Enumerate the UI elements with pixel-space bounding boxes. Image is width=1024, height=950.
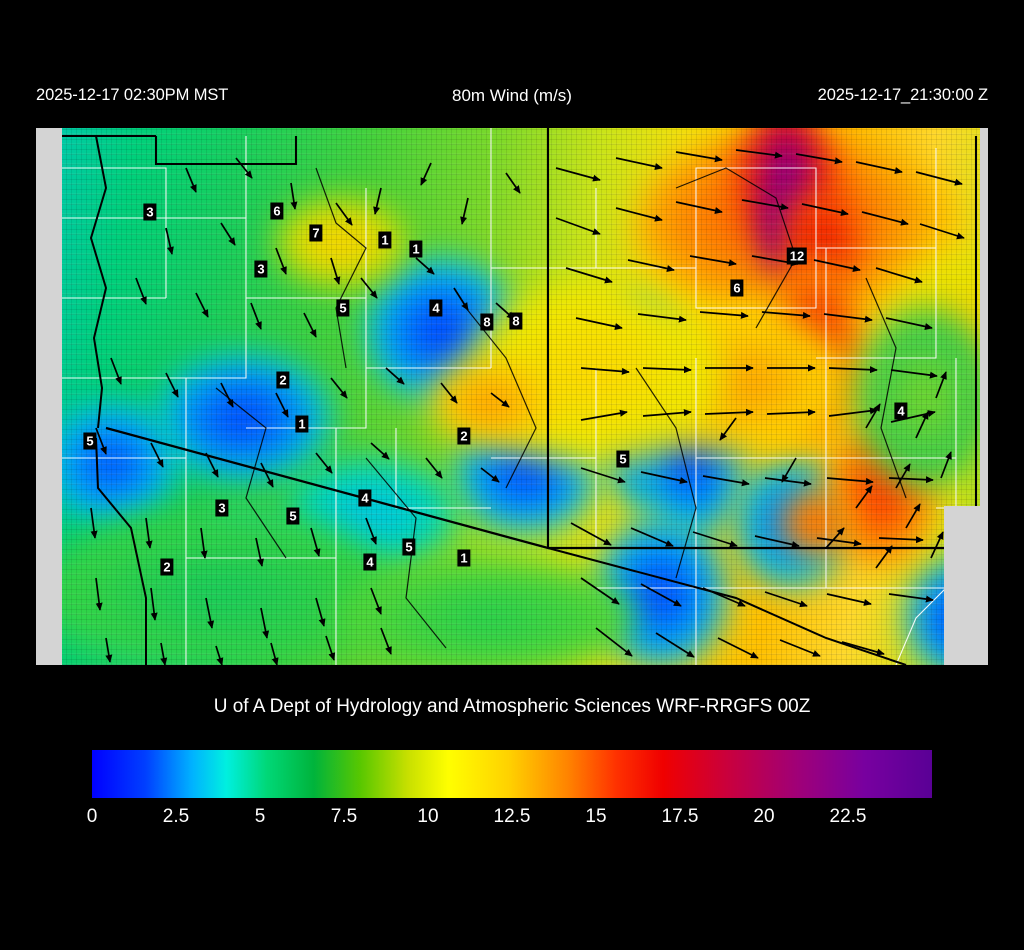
colorbar-tick: 10 <box>417 806 439 827</box>
contour-value-label: 2 <box>160 558 174 576</box>
contour-value-label: 1 <box>409 240 423 258</box>
contour-value-label: 1 <box>457 549 471 567</box>
contour-value-label: 8 <box>509 312 523 330</box>
local-time-label: 2025-12-17 02:30PM MST <box>36 86 229 104</box>
contour-value-label: 6 <box>730 279 744 297</box>
contour-value-label: 4 <box>429 299 443 317</box>
contour-value-label: 3 <box>215 499 229 517</box>
contour-value-label: 3 <box>254 260 268 278</box>
contour-value-label: 7 <box>309 224 323 242</box>
contour-labels-layer: 3 6 7 3 1 1 5 4 8 8 12 6 2 1 2 5 5 4 3 5 4 4 5 1 2 <box>36 128 988 665</box>
contour-value-label: 1 <box>295 415 309 433</box>
colorbar-tick: 20 <box>753 806 775 827</box>
colorbar-tick: 12.5 <box>493 806 531 827</box>
colorbar-tick: 22.5 <box>829 806 867 827</box>
contour-value-label: 2 <box>276 371 290 389</box>
contour-value-label: 2 <box>457 427 471 445</box>
wind-speed-map[interactable]: 3 6 7 3 1 1 5 4 8 8 12 6 2 1 2 5 5 4 3 5 4 4 5 1 2 <box>36 128 988 665</box>
contour-value-label: 5 <box>336 299 350 317</box>
source-caption: U of A Dept of Hydrology and Atmospheric… <box>213 696 811 717</box>
colorbar-tick: 5 <box>254 806 266 827</box>
colorbar-tick-labels: 0 2.5 5 7.5 10 12.5 15 17.5 20 22.5 <box>87 806 932 832</box>
contour-value-label: 1 <box>378 231 392 249</box>
high-wind-blob <box>426 358 556 448</box>
valid-time-label: 2025-12-17_21:30:00 Z <box>817 86 988 104</box>
contour-value-label: 5 <box>286 507 300 525</box>
contour-value-label: 5 <box>83 432 97 450</box>
colorbar-tick: 0 <box>86 806 98 827</box>
contour-value-label: 4 <box>894 402 908 420</box>
contour-value-label: 4 <box>363 553 377 571</box>
contour-value-label: 5 <box>616 450 630 468</box>
colorbar <box>92 750 932 798</box>
contour-value-label: 6 <box>270 202 284 220</box>
contour-value-label: 8 <box>480 313 494 331</box>
colorbar-tick: 2.5 <box>162 806 190 827</box>
colorbar-tick: 17.5 <box>661 806 699 827</box>
contour-value-label: 5 <box>402 538 416 556</box>
contour-value-label: 4 <box>358 489 372 507</box>
contour-value-label: 12 <box>786 247 808 265</box>
colorbar-tick: 15 <box>585 806 607 827</box>
colorbar-tick: 7.5 <box>330 806 358 827</box>
contour-value-label: 3 <box>143 203 157 221</box>
colorbar-gradient <box>92 750 932 798</box>
page-title: 80m Wind (m/s) <box>452 86 572 105</box>
header-bar: 2025-12-17 02:30PM MST 80m Wind (m/s) 20… <box>0 86 1024 112</box>
